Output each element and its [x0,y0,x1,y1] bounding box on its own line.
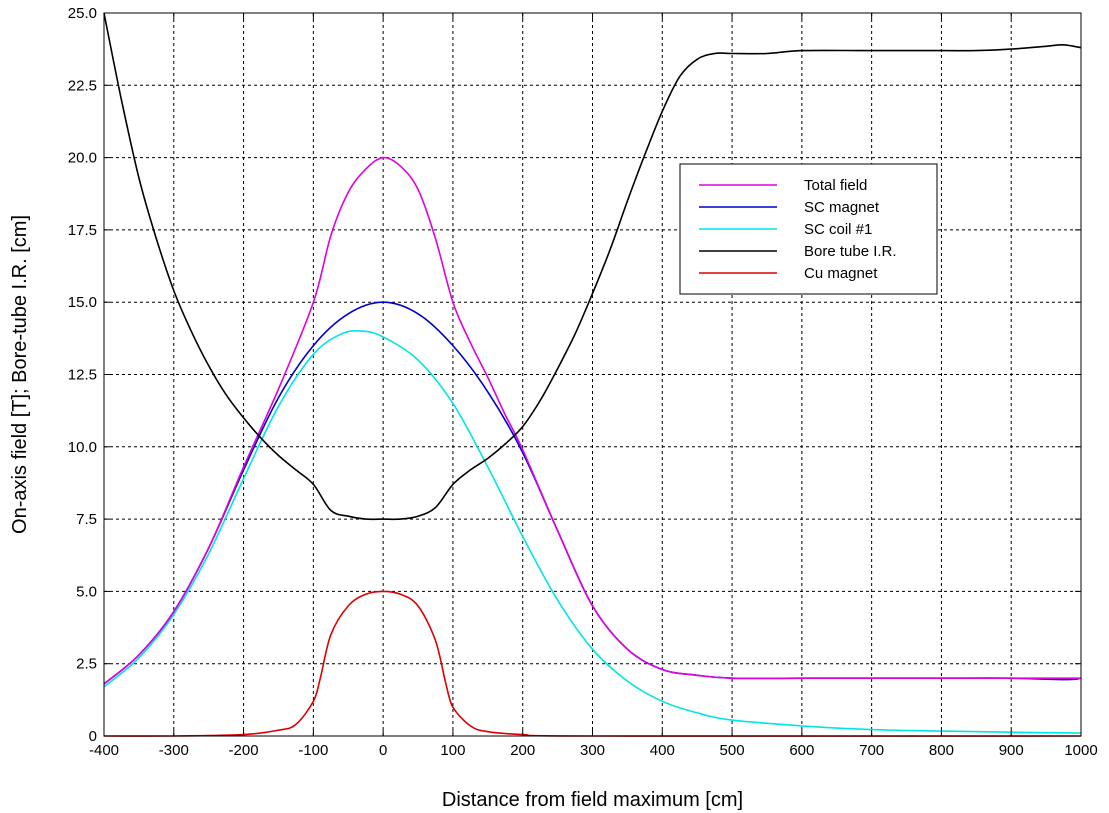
legend-label-bore-tube-i-r: Bore tube I.R. [804,243,897,260]
x-tick-label: 1000 [1064,742,1097,759]
y-tick-labels: 0 2.5 5.0 7.5 10.0 12.5 15.0 17.5 20.0 22.5 25.0 [68,5,97,745]
series-layer [103,12,1082,737]
y-tick-label: 17.5 [68,222,97,239]
ticks [103,12,1082,737]
y-tick-label: 25.0 [68,5,97,22]
legend: Total field SC magnet SC coil #1 Bore tube … [679,163,938,295]
y-tick-label: 10.0 [68,439,97,456]
x-tick-label: -100 [298,742,328,759]
series-line-cu-magnet [103,590,1082,737]
y-tick-label: 15.0 [68,294,97,311]
x-tick-label: -400 [89,742,119,759]
x-tick-label: 800 [929,742,954,759]
x-tick-label: 400 [650,742,675,759]
x-axis-title: Distance from field maximum [cm] [442,789,743,811]
x-tick-labels: -400 -300 -200 -100 0 100 200 300 400 500 600 700 80… [89,742,1098,759]
x-tick-label: -200 [229,742,259,759]
legend-label-sc-coil-1: SC coil #1 [804,221,872,238]
y-tick-label: 5.0 [76,583,97,600]
series-line-sc-coil-1 [103,329,1082,734]
series-line-bore-tube-i-r [103,12,1082,521]
x-tick-label: 200 [510,742,535,759]
x-tick-label: 300 [580,742,605,759]
y-axis-title: On-axis field [T]; Bore-tube I.R. [cm] [9,215,31,534]
y-tick-label: 20.0 [68,150,97,167]
legend-label-total-field: Total field [804,177,867,194]
series-line-total-field [103,156,1081,685]
legend-label-cu-magnet: Cu magnet [804,265,878,282]
x-tick-label: 0 [379,742,387,759]
legend-label-sc-magnet: SC magnet [804,199,880,216]
x-tick-label: 900 [999,742,1024,759]
x-tick-label: -300 [159,742,189,759]
y-tick-label: 7.5 [76,511,97,528]
x-tick-label: 700 [859,742,884,759]
x-tick-label: 500 [720,742,745,759]
y-tick-label: 22.5 [68,77,97,94]
grid [104,13,1081,736]
x-tick-label: 600 [789,742,814,759]
y-tick-label: 2.5 [76,656,97,673]
y-tick-label: 0 [89,728,97,745]
x-tick-label: 100 [440,742,465,759]
y-tick-label: 12.5 [68,367,97,384]
